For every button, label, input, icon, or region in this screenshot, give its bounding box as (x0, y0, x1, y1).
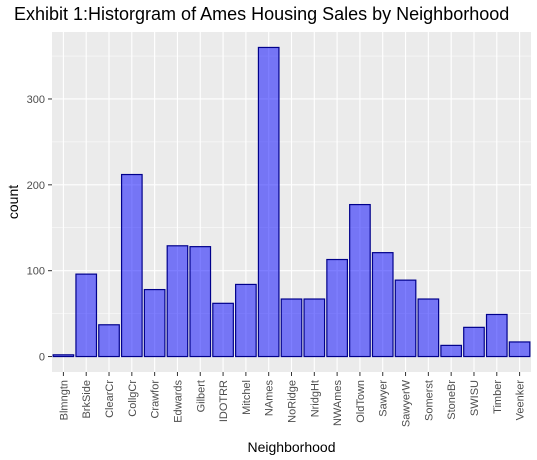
x-tick-label: Blmngtn (58, 380, 70, 420)
y-tick-label: 0 (39, 352, 45, 364)
x-tick-label: Somerst (423, 380, 435, 421)
bar-nwames (326, 258, 348, 358)
bar-oldtown (349, 203, 371, 358)
bar-crawfor (143, 288, 166, 358)
bar-timber (485, 313, 508, 358)
y-tick-label: 200 (27, 180, 45, 192)
bar-blmngtn (52, 354, 75, 358)
bar-mitchel (235, 283, 257, 358)
bar-sawyer (371, 252, 394, 358)
bar-stonebr (440, 344, 463, 358)
bar-idotrr (212, 302, 234, 358)
x-tick-label: Crawfor (150, 380, 162, 419)
bar-nridght (303, 298, 326, 358)
x-tick-label: NoRidge (287, 380, 299, 423)
bar-edwards (166, 245, 189, 358)
x-tick-label: BrkSide (81, 380, 93, 419)
bar-brkside (75, 273, 98, 358)
bar-names (257, 46, 280, 358)
x-tick-label: IDOTRR (218, 380, 230, 422)
bar-sawyerw (394, 279, 417, 358)
bar-clearcr (98, 324, 120, 358)
chart-title: Exhibit 1:Historgram of Ames Housing Sal… (14, 4, 510, 24)
x-tick-label: Timber (492, 380, 504, 414)
x-tick-label: Mitchel (241, 380, 253, 415)
x-tick-label: OldTown (355, 380, 367, 423)
x-tick-label: ClearCr (104, 380, 116, 418)
bar-swisu (463, 326, 485, 358)
x-tick-label: NridgHt (309, 380, 321, 417)
bars (52, 46, 531, 358)
bar-collgcr (120, 173, 143, 358)
bar-somerst (417, 298, 440, 358)
y-axis-title: count (5, 185, 21, 219)
x-tick-label: CollgCr (127, 380, 139, 417)
x-tick-label: Gilbert (195, 380, 207, 412)
y-tick-label: 100 (27, 266, 45, 278)
bar-gilbert (189, 246, 212, 358)
y-tick-label: 300 (27, 94, 45, 106)
x-tick-label: SawyerW (401, 379, 413, 427)
x-tick-label: NAmes (264, 380, 276, 417)
x-tick-label: Sawyer (378, 380, 390, 417)
x-axis: Blmngtn BrkSide ClearCr CollgCr Crawfor Edwar… (58, 372, 527, 427)
x-tick-label: SWISU (469, 380, 481, 416)
x-tick-label: StoneBr (446, 380, 458, 420)
bar-noridge (280, 298, 303, 358)
x-tick-label: NWAmes (332, 380, 344, 427)
bar-veenker (508, 341, 531, 358)
y-axis: 0 100 200 300 (27, 94, 52, 364)
x-tick-label: Edwards (172, 380, 184, 423)
x-tick-label: Veenker (515, 380, 527, 421)
x-axis-title: Neighborhood (248, 439, 336, 455)
